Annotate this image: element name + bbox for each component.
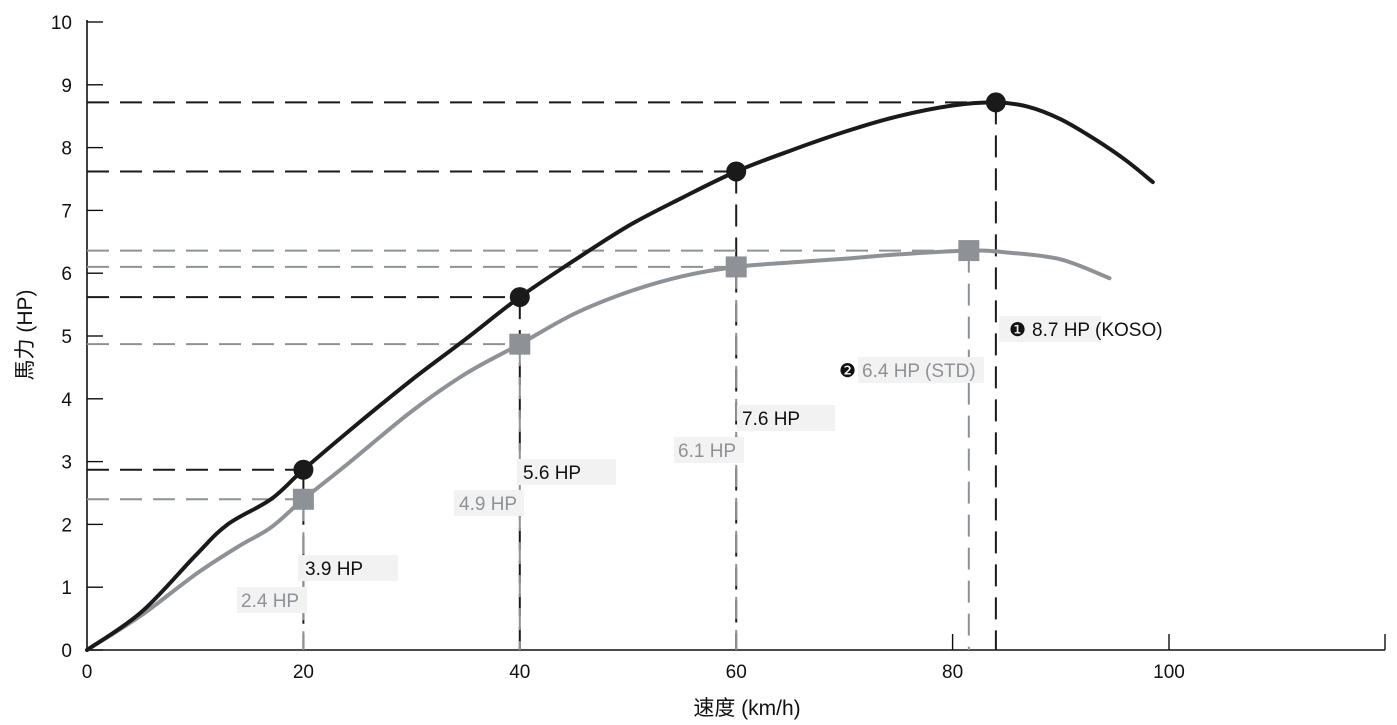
series-line-koso — [85, 100, 1155, 652]
data-point-std — [958, 240, 980, 262]
y-axis-title: 馬力 (HP) — [14, 290, 37, 381]
annotation-koso-40: 5.6 HP — [517, 459, 616, 485]
y-tick-label: 0 — [61, 641, 72, 662]
y-tick-label: 3 — [61, 453, 72, 474]
y-tick-label: 7 — [61, 201, 72, 222]
y-tick-label: 6 — [61, 264, 72, 285]
y-tick-label: 8 — [61, 139, 72, 160]
annotation-std-20-text: 2.4 HP — [241, 591, 299, 612]
data-markers — [292, 92, 1006, 510]
annotation-koso-peak: ❶ 8.7 HP (KOSO) — [999, 316, 1163, 342]
annotation-koso-20: 3.9 HP — [298, 555, 398, 581]
annotation-koso-20-text: 3.9 HP — [305, 559, 363, 580]
y-tick-label: 4 — [61, 390, 72, 411]
annotation-koso-peak-text: 8.7 HP (KOSO) — [1032, 320, 1163, 341]
data-point-koso — [985, 92, 1006, 113]
annotation-std-60: 6.1 HP — [674, 437, 744, 463]
x-tick-label: 80 — [942, 662, 963, 683]
data-point-koso — [726, 161, 747, 182]
x-tick-label: 0 — [82, 662, 93, 683]
y-tick-label: 2 — [61, 515, 72, 536]
data-point-koso — [509, 287, 530, 308]
annotation-std-peak-text: 6.4 HP (STD) — [862, 361, 976, 382]
x-tick-label: 40 — [509, 662, 530, 683]
x-tick-label: 20 — [293, 662, 314, 683]
data-point-std — [725, 256, 747, 278]
y-tick-label: 10 — [51, 13, 72, 34]
y-tick-label: 1 — [61, 578, 72, 599]
x-axis-title: 速度 (km/h) — [693, 697, 800, 720]
data-point-std — [292, 488, 314, 510]
annotation-koso-40-text: 5.6 HP — [523, 463, 581, 484]
annotation-std-peak: ❷ 6.4 HP (STD) — [839, 357, 984, 383]
annotation-std-40: 4.9 HP — [454, 490, 524, 516]
annotation-koso-peak-marker: ❶ — [1009, 320, 1026, 341]
annotation-koso-60: 7.6 HP — [737, 405, 835, 431]
annotation-std-20: 2.4 HP — [237, 587, 307, 613]
annotation-koso-60-text: 7.6 HP — [742, 409, 800, 430]
y-tick-label: 9 — [61, 76, 72, 97]
x-tick-label: 100 — [1153, 662, 1185, 683]
data-point-std — [509, 333, 531, 355]
y-tick-label: 5 — [61, 327, 72, 348]
data-point-koso — [293, 459, 314, 480]
series-curves — [85, 100, 1155, 652]
annotation-std-40-text: 4.9 HP — [459, 494, 517, 515]
x-tick-label: 60 — [726, 662, 747, 683]
series-line-std — [85, 248, 1112, 652]
annotation-std-peak-marker: ❷ — [839, 361, 856, 382]
annotation-std-60-text: 6.1 HP — [678, 441, 736, 462]
